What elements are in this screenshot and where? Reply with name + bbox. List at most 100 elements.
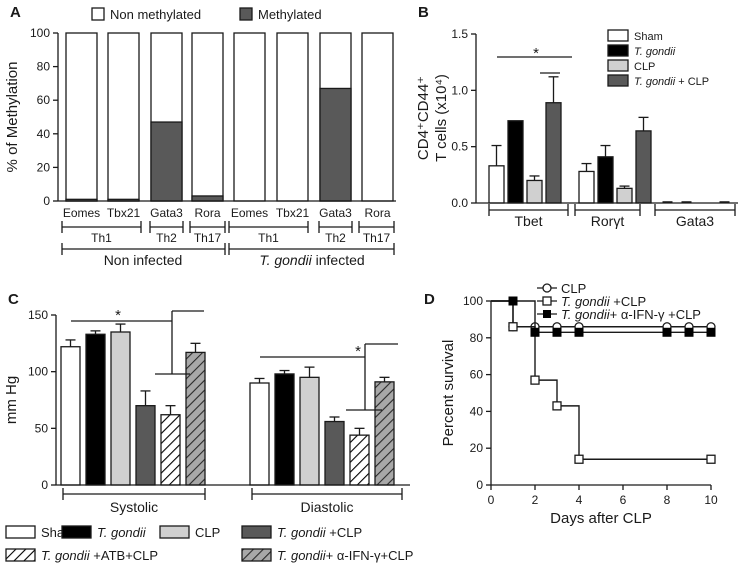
point-tgondii-aifng-clp — [552, 327, 562, 337]
panel-d: D 0 20 40 60 80 100 0 2 4 6 8 10 Percent survival Days… — [424, 281, 718, 527]
a-category-label: Gata3 — [319, 206, 352, 220]
legend-swatch-non-methylated — [91, 7, 105, 21]
b-y-axis-tick-label: 0.0 — [451, 196, 468, 210]
b-y-axis-label-1: CD4⁺CD44⁺ — [415, 76, 432, 160]
bar-Systolic-5 — [185, 351, 206, 486]
legend-label: T. gondii — [634, 46, 676, 58]
b-category-label: Rorγt — [591, 213, 625, 229]
bar-Systolic-2 — [110, 331, 131, 486]
point-tgondii-aifng-clp — [508, 296, 518, 306]
bar-non-methylated — [107, 32, 140, 202]
bar-non-methylated — [191, 32, 224, 202]
legend-label: CLP — [561, 281, 586, 296]
label-part-0: T. gondii — [634, 46, 676, 58]
bar-methylated — [150, 121, 183, 202]
c-y-axis-tick-label: 100 — [28, 365, 48, 379]
c-y-axis-tick-label: 150 — [28, 308, 48, 322]
d-y-axis-tick-label: 20 — [470, 441, 484, 455]
c-y-axis-tick-label: 50 — [35, 421, 49, 435]
d-y-axis-tick-label: 80 — [470, 331, 484, 345]
legend-label: Sham — [634, 31, 663, 43]
d-y-axis-label: Percent survival — [440, 340, 457, 447]
bar-Systolic-3 — [135, 405, 156, 486]
legend-label: T. gondii +CLP — [561, 294, 646, 309]
label-part-0: T. gondii — [259, 252, 312, 268]
label-part-1: + CLP — [675, 76, 709, 88]
a-subgroup-label: Th2 — [325, 231, 346, 245]
panel-a: A 0 20 40 60 80 100 % of Methylation Eomes Tbx21 G… — [4, 4, 396, 268]
legend-swatch-0 — [607, 29, 629, 42]
legend-label: T. gondii+ α-IFN-γ+CLP — [277, 548, 413, 563]
bar-non-methylated — [233, 32, 266, 202]
a-category-label: Eomes — [63, 206, 100, 220]
bar-non-methylated — [361, 32, 394, 202]
legend-label-methylated: Methylated — [258, 7, 322, 22]
d-x-tick-label: 2 — [532, 493, 539, 507]
legend-label: T. gondii+ α-IFN-γ +CLP — [561, 307, 701, 322]
bar-Diastolic-2 — [299, 376, 320, 486]
bar-Systolic-1 — [85, 333, 106, 486]
survival-line-1 — [491, 300, 711, 460]
a-y-axis-label: % of Methylation — [4, 62, 21, 173]
point-tgondii-clp — [706, 454, 716, 464]
bar-Systolic-0 — [60, 346, 81, 486]
label-part-1: + α-IFN-γ +CLP — [610, 307, 701, 322]
legend-swatch-1 — [61, 525, 92, 539]
legend-marker — [543, 310, 551, 318]
legend-label-non-methylated: Non methylated — [110, 7, 201, 22]
a-category-label: Gata3 — [150, 206, 183, 220]
c-y-axis-label: mm Hg — [3, 376, 20, 424]
bar-Rorγt-0 — [578, 170, 595, 204]
legend-label: T. gondii +CLP — [277, 525, 362, 540]
legend-swatch-1 — [607, 44, 629, 57]
a-group-label: T. gondii infected — [259, 252, 364, 268]
label-part-1: +ATB+CLP — [90, 548, 158, 563]
label-part-0: T. gondii — [41, 548, 91, 563]
bar-Tbet-0 — [488, 165, 505, 204]
label-part-0: T. gondii — [277, 548, 327, 563]
a-category-label: Tbx21 — [276, 206, 310, 220]
bar-Rorγt-2 — [616, 187, 633, 204]
a-category-label: Tbx21 — [107, 206, 141, 220]
point-tgondii-aifng-clp — [662, 327, 672, 337]
a-y-axis-tick-label: 100 — [30, 26, 50, 40]
panel-letter-c: C — [8, 291, 19, 308]
bar-Tbet-3 — [545, 102, 562, 204]
c-category-label: Diastolic — [301, 499, 354, 515]
bar-methylated — [319, 87, 352, 202]
point-tgondii-aifng-clp — [530, 327, 540, 337]
label-part-0: T. gondii — [97, 525, 147, 540]
label-part-1: + α-IFN-γ+CLP — [326, 548, 414, 563]
a-y-axis-tick-label: 20 — [37, 160, 51, 174]
point-tgondii-clp — [530, 375, 540, 385]
point-tgondii-aifng-clp — [706, 327, 716, 337]
bar-methylated — [191, 195, 224, 202]
a-subgroup-label: Th17 — [363, 231, 391, 245]
legend-swatch-3 — [241, 525, 272, 539]
bar-Tbet-2 — [526, 179, 543, 204]
survival-line-2 — [491, 300, 711, 333]
bar-Rorγt-1 — [597, 156, 614, 204]
legend-marker — [542, 283, 552, 293]
d-y-axis-tick-label: 60 — [470, 368, 484, 382]
label-part-0: T. gondii — [634, 76, 676, 88]
bar-Diastolic-5 — [374, 381, 395, 486]
bar-non-methylated — [65, 32, 98, 202]
a-category-label: Rora — [364, 206, 390, 220]
label-part-1: infected — [312, 252, 365, 268]
panel-letter-d: D — [424, 291, 435, 308]
point-tgondii-aifng-clp — [574, 327, 584, 337]
a-subgroup-label: Th17 — [194, 231, 222, 245]
a-y-axis-tick-label: 80 — [37, 60, 51, 74]
bar-non-methylated — [276, 32, 309, 202]
legend-label: T. gondii — [97, 525, 147, 540]
bar-Rorγt-3 — [635, 130, 652, 204]
b-y-axis-tick-label: 1.0 — [451, 83, 468, 97]
b-y-axis-tick-label: 1.5 — [451, 27, 468, 41]
d-y-axis-tick-label: 0 — [476, 478, 483, 492]
bar-Diastolic-4 — [349, 434, 370, 486]
a-subgroup-label: Th1 — [258, 231, 279, 245]
d-y-axis-tick-label: 100 — [463, 294, 483, 308]
d-x-axis-label: Days after CLP — [550, 510, 652, 527]
